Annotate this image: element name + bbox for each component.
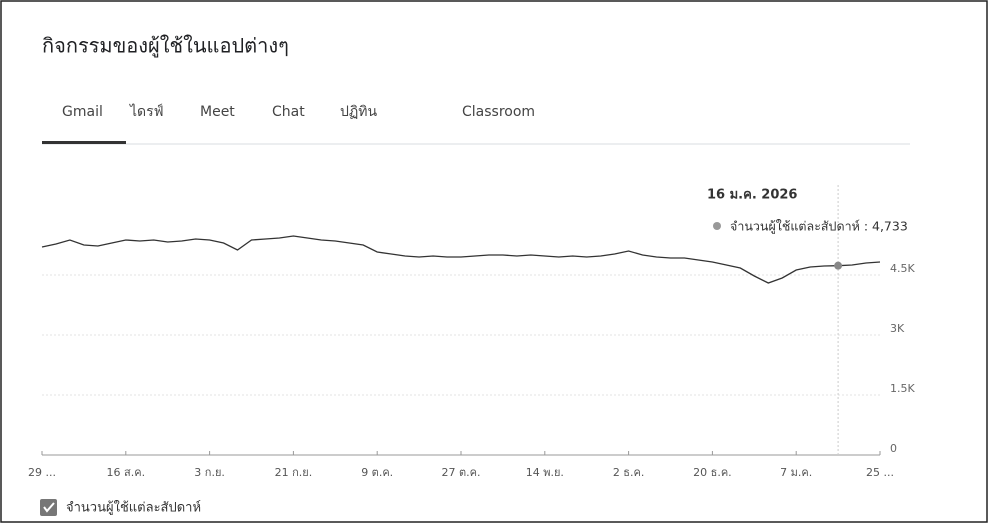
- series-line: [41, 235, 881, 284]
- x-tick-label: 27 ต.ค.: [442, 466, 481, 479]
- tab[interactable]: Gmail: [62, 104, 103, 120]
- hover-point: [834, 261, 843, 270]
- x-tick-label: 25 ...: [866, 466, 894, 479]
- card-title: กิจกรรมของผู้ใช้ในแอปต่างๆ: [42, 34, 289, 59]
- x-tick-label: 21 ก.ย.: [275, 466, 313, 479]
- tooltip-title: 16 ม.ค. 2026: [707, 188, 797, 203]
- y-tick-label: 0: [890, 442, 897, 455]
- y-tick-label: 4.5K: [890, 262, 915, 275]
- x-tick-label: 16 ส.ค.: [107, 466, 146, 479]
- legend-checkbox[interactable]: [40, 499, 57, 516]
- x-tick-label: 20 ธ.ค.: [693, 466, 732, 479]
- x-tick-label: 9 ต.ค.: [361, 466, 393, 479]
- tooltip-text: จำนวนผู้ใช้แต่ละสัปดาห์ : 4,733: [730, 219, 908, 235]
- x-tick-label: 7 ม.ค.: [780, 466, 812, 479]
- y-tick-label: 3K: [890, 322, 905, 335]
- y-tick-label: 1.5K: [890, 382, 915, 395]
- tab[interactable]: Chat: [272, 104, 305, 120]
- x-tick-label: 3 ก.ย.: [194, 466, 225, 479]
- x-tick-label: 14 พ.ย.: [526, 466, 564, 479]
- active-tab-indicator: [42, 141, 126, 144]
- checkmark: [43, 502, 55, 513]
- tab[interactable]: Classroom: [462, 104, 535, 120]
- tab[interactable]: ปฏิทิน: [340, 104, 378, 120]
- tab[interactable]: ไดรฟ์: [129, 103, 164, 120]
- tab[interactable]: Meet: [200, 104, 235, 120]
- x-tick-label: 2 ธ.ค.: [613, 466, 645, 479]
- legend-label: จำนวนผู้ใช้แต่ละสัปดาห์: [66, 500, 201, 516]
- x-tick-label: 29 ...: [28, 466, 56, 479]
- tooltip-swatch: [713, 222, 721, 230]
